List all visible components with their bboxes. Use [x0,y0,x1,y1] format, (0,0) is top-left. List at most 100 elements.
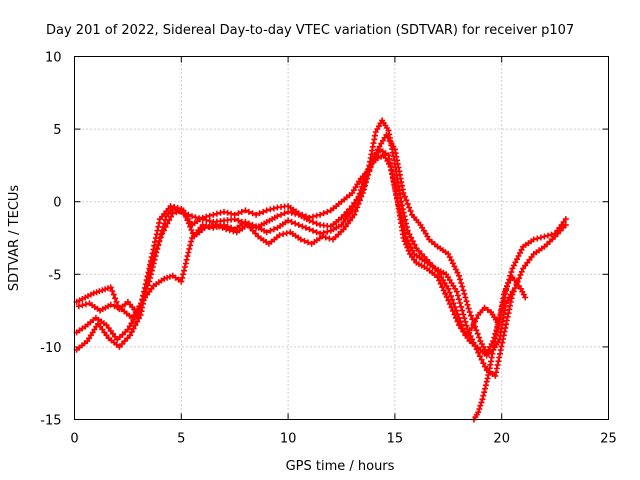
y-axis-label: SDTVAR / TECUs [7,185,22,292]
data-point [439,284,446,291]
data-point [475,409,482,416]
data-point [169,210,176,217]
data-point [474,330,481,337]
data-point [155,241,162,248]
data-point [504,282,510,289]
data-point [288,219,295,225]
data-point [310,219,316,225]
data-point [458,303,465,310]
data-point [182,212,189,219]
data-point [326,235,333,242]
y-tick-label: 0 [53,196,61,211]
data-point [472,323,478,330]
data-point [501,288,508,295]
data-point [394,199,401,206]
data-point [280,231,287,238]
data-point [363,179,370,186]
data-point [500,332,507,339]
data-point [199,214,206,221]
data-point [475,349,482,356]
data-point [364,175,371,182]
data-point [510,288,517,295]
series-line [473,276,526,420]
data-point [274,213,281,220]
data-point [446,254,453,261]
data-point [407,208,414,215]
data-point [319,233,326,240]
data-point [518,246,525,253]
data-point [270,226,277,233]
x-tick-label: 0 [70,432,78,447]
data-point [134,318,141,325]
data-point [263,229,270,236]
data-point [358,193,365,200]
data-point [295,221,302,228]
data-point [473,315,480,322]
data-point [79,302,86,309]
data-point [299,211,306,218]
data-point [481,304,488,311]
data-point [144,273,151,280]
data-point [465,305,472,312]
data-point [184,215,191,222]
data-point [185,249,192,256]
data-point [502,324,509,331]
data-point [127,332,133,339]
data-point [136,308,143,315]
data-point [276,232,283,239]
data-point [161,275,168,282]
data-point [145,269,152,276]
data-point [499,339,506,346]
data-point [503,285,509,292]
data-point [395,203,402,210]
data-point [90,290,97,297]
data-point [482,363,488,370]
data-point [518,268,525,275]
data-point [324,208,331,215]
data-point [113,298,120,305]
data-point [230,228,237,235]
data-point [509,291,516,298]
data-point [401,193,408,200]
data-point [398,214,405,221]
data-point [458,280,465,286]
data-point [530,236,537,243]
data-point [400,226,407,232]
data-point [355,200,362,207]
data-point [203,213,210,220]
data-point [464,326,471,333]
data-point [509,265,516,272]
data-point [514,256,520,263]
data-point [221,208,227,215]
data-point [245,208,252,215]
data-point [173,209,180,216]
data-point [267,227,274,234]
data-point [467,333,474,340]
data-point [322,234,329,241]
data-point [181,264,188,270]
data-point [508,295,515,302]
data-point [448,304,455,311]
data-point [162,223,169,230]
data-point [320,229,327,236]
data-point [188,227,195,233]
data-point [516,275,523,282]
data-point [406,240,412,247]
data-point [187,242,194,249]
data-point [370,156,377,163]
data-point [152,235,159,242]
x-tick-label: 25 [600,432,617,447]
data-point [454,318,461,325]
data-point [178,206,185,212]
data-point [451,311,458,318]
data-point [477,402,484,409]
data-point [206,212,213,219]
data-point [114,302,121,309]
data-point [168,213,174,220]
data-point [401,229,408,236]
data-point [310,227,316,234]
data-point [503,317,510,324]
series-track-5 [470,274,529,423]
data-point [263,207,270,214]
data-point [143,277,150,284]
